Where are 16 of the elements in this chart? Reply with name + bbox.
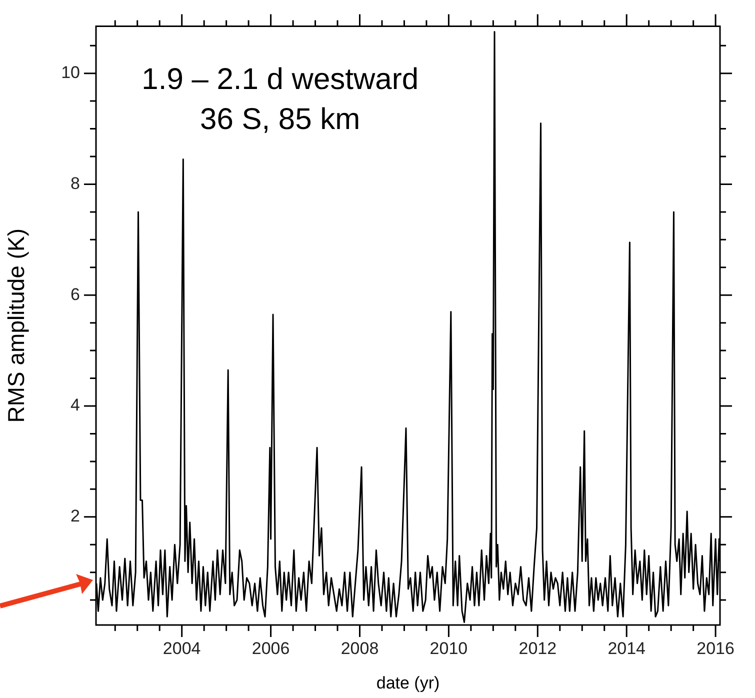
x-tick-label: 2010: [430, 638, 468, 658]
x-tick-label: 2016: [696, 638, 734, 658]
y-axis-title: RMS amplitude (K): [3, 228, 30, 423]
x-tick-label: 2004: [162, 638, 201, 658]
y-tick-label: 10: [61, 63, 80, 82]
x-tick-label: 2008: [340, 638, 379, 658]
y-tick-label: 2: [70, 506, 80, 526]
x-axis-title: date (yr): [376, 673, 440, 692]
y-tick-label: 4: [70, 396, 80, 415]
y-tick-label: 8: [70, 174, 80, 193]
x-tick-label: 2006: [252, 638, 290, 658]
annotation: 36 S, 85 km: [200, 103, 360, 136]
annotation: 1.9 – 2.1 d westward: [142, 63, 418, 96]
x-tick-label: 2012: [518, 638, 557, 658]
x-tick-label: 2014: [608, 638, 646, 658]
y-tick-label: 6: [70, 284, 80, 304]
